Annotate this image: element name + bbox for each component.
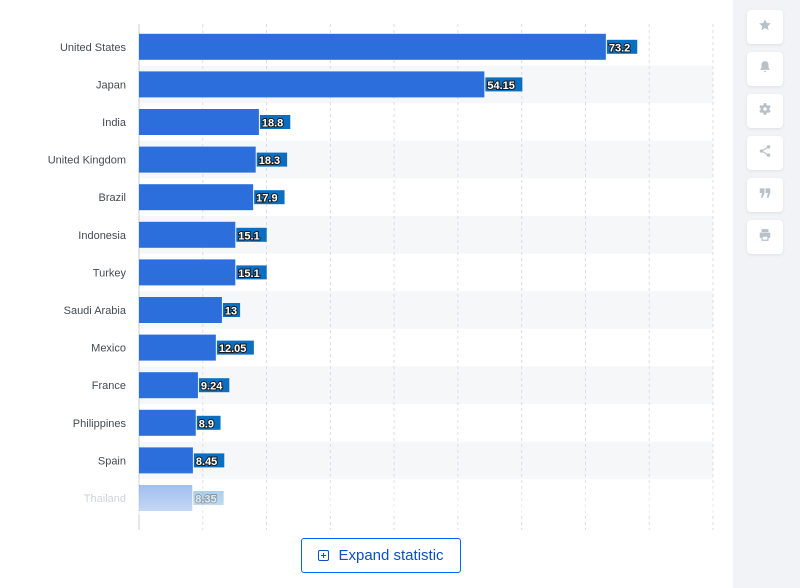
category-label: Indonesia: [78, 230, 127, 242]
expand-statistic-button[interactable]: Expand statistic: [301, 538, 461, 573]
value-label-bg: [193, 453, 225, 468]
category-label: Philippines: [73, 418, 127, 430]
settings-button[interactable]: [747, 94, 783, 128]
category-label: United Kingdom: [48, 155, 126, 167]
quote-icon: [758, 186, 772, 205]
value-label-bg: [216, 340, 254, 355]
value-label: 9.24: [201, 381, 223, 393]
print-icon: [758, 228, 772, 247]
bar: [139, 109, 259, 135]
value-label-bg: [256, 152, 288, 167]
bell-icon: [758, 60, 772, 79]
bar: [139, 221, 236, 248]
bar: [139, 71, 485, 98]
value-label: 73.2: [609, 42, 630, 54]
category-label: Spain: [98, 455, 126, 467]
bar: [139, 33, 606, 60]
row-stripe: [139, 366, 713, 404]
bar-chart: United States 73.2 Japan 54.15 India 18.8 Unit…: [48, 24, 714, 530]
value-label: 17.9: [256, 193, 277, 205]
bar: [139, 409, 196, 436]
value-label: 18.3: [259, 155, 280, 167]
bar: [139, 372, 198, 399]
category-label: Japan: [96, 79, 126, 91]
value-label-bg: [254, 190, 285, 205]
category-label: Turkey: [93, 267, 127, 279]
value-label: 54.15: [487, 80, 515, 92]
bar: [139, 146, 256, 173]
category-label: France: [92, 380, 126, 392]
category-label: Brazil: [98, 192, 126, 204]
value-label: 18.8: [262, 118, 283, 130]
category-label: Saudi Arabia: [64, 305, 127, 317]
value-label: 13: [225, 306, 237, 318]
bar: [139, 334, 216, 361]
plus-square-icon: [318, 550, 330, 561]
category-label: Thailand: [84, 493, 126, 505]
row-stripe: [139, 441, 713, 480]
bar: [139, 259, 236, 286]
value-label: 8.45: [196, 456, 217, 468]
side-toolbar: [747, 10, 785, 262]
notification-button[interactable]: [747, 52, 783, 86]
value-label-bg: [236, 227, 267, 242]
bar: [139, 297, 222, 323]
value-label: 8.9: [199, 418, 214, 430]
bar: [139, 447, 193, 474]
bar: [139, 485, 193, 511]
value-label-bg: [606, 39, 638, 54]
value-label-bg: [259, 115, 291, 129]
bar: [139, 184, 254, 211]
share-icon: [758, 144, 772, 163]
chart-card: United States 73.2 Japan 54.15 India 18.8 Unit…: [0, 0, 733, 588]
value-label-bg: [485, 77, 523, 92]
expand-statistic-label: Expand statistic: [338, 547, 444, 564]
value-label-bg: [196, 415, 221, 430]
value-label: 15.1: [238, 268, 259, 280]
category-label: Mexico: [91, 343, 126, 355]
category-label: India: [102, 117, 127, 129]
gear-icon: [758, 102, 772, 121]
print-button[interactable]: [747, 220, 783, 254]
value-label-bg: [236, 265, 267, 280]
category-label: United States: [60, 42, 127, 54]
cite-button[interactable]: [747, 178, 783, 212]
value-label: 12.05: [219, 343, 247, 355]
value-label: 15.1: [238, 230, 259, 242]
favorite-button[interactable]: [747, 10, 783, 44]
value-label-bg: [222, 303, 241, 317]
share-button[interactable]: [747, 136, 783, 170]
value-label: 8.35: [195, 494, 216, 506]
value-label-bg: [198, 378, 230, 393]
star-icon: [758, 18, 772, 37]
